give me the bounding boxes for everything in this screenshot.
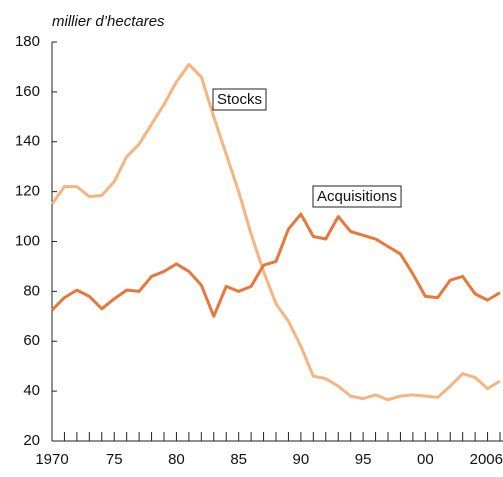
series-line (50, 62, 501, 402)
x-tick-label: 1970 (35, 451, 68, 468)
y-tick-label: 20 (23, 432, 40, 449)
x-tick-label: 90 (293, 451, 310, 468)
y-tick-label: 160 (15, 83, 40, 100)
y-tick-label: 180 (15, 33, 40, 50)
y-axis-label: millier d’hectares (52, 13, 165, 30)
y-tick-label: 100 (15, 232, 40, 249)
y-tick-label: 80 (23, 282, 40, 299)
x-tick-label: 95 (355, 451, 372, 468)
label-box (212, 88, 267, 111)
x-tick-label: 85 (230, 451, 247, 468)
label-box (312, 185, 402, 208)
y-tick-label: 140 (15, 133, 40, 150)
series-label: Stocks (217, 91, 262, 108)
y-tick-label: 120 (15, 183, 40, 200)
y-tick-label: 40 (23, 382, 40, 399)
x-tick-label: 75 (106, 451, 123, 468)
x-tick-label: 2006 (470, 451, 503, 468)
y-tick-label: 60 (23, 332, 40, 349)
x-tick-label: 80 (168, 451, 185, 468)
series-label: Acquisitions (317, 188, 397, 205)
x-tick-label: 00 (417, 451, 434, 468)
series-line (50, 212, 501, 318)
